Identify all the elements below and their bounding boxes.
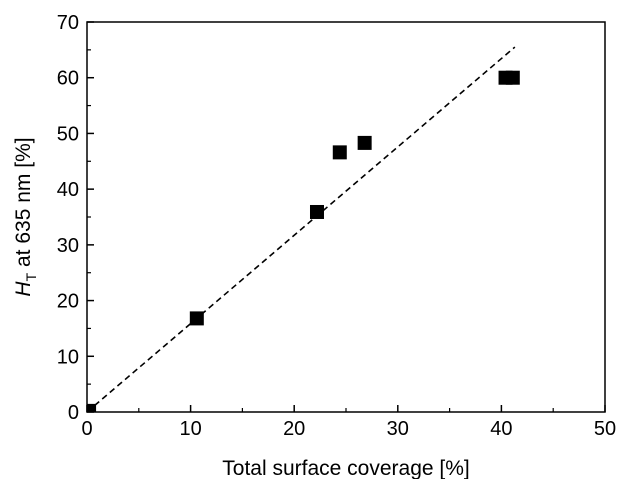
y-tick-label: 70: [57, 12, 79, 34]
data-points: [87, 70, 520, 412]
y-tick-label: 60: [57, 68, 79, 90]
y-axis-label-subscript: T: [23, 272, 39, 281]
y-tick-label: 30: [57, 235, 79, 257]
data-point: [189, 311, 204, 326]
y-tick-label: 40: [57, 179, 79, 201]
x-tick-label: 50: [594, 418, 616, 440]
data-point: [332, 145, 347, 160]
x-tick-label: 30: [387, 418, 409, 440]
plot-frame: [86, 21, 606, 413]
data-point: [357, 135, 372, 150]
data-point: [505, 70, 520, 85]
y-axis-label-symbol: H: [12, 281, 35, 297]
y-tick-label: 0: [68, 402, 79, 424]
y-tick-label: 50: [57, 123, 79, 145]
x-tick-label: 40: [490, 418, 512, 440]
y-axis-label: HT at 635 nm [%]: [12, 137, 39, 296]
y-tick-labels: 0 10 20 30 40 50 60 70: [57, 12, 79, 424]
x-axis-label: Total surface coverage [%]: [222, 457, 469, 479]
data-point: [87, 403, 97, 412]
x-tick-label: 10: [179, 418, 201, 440]
y-axis-label-rest: at 635 nm [%]: [12, 137, 35, 272]
y-tick-label: 20: [57, 291, 79, 313]
axis-ticks: [86, 21, 606, 413]
x-tick-label: 0: [81, 418, 92, 440]
data-point: [309, 204, 324, 219]
fit-line: [86, 46, 516, 413]
y-tick-label: 10: [57, 346, 79, 368]
x-tick-label: 20: [283, 418, 305, 440]
x-tick-labels: 0 10 20 30 40 50: [81, 418, 616, 440]
